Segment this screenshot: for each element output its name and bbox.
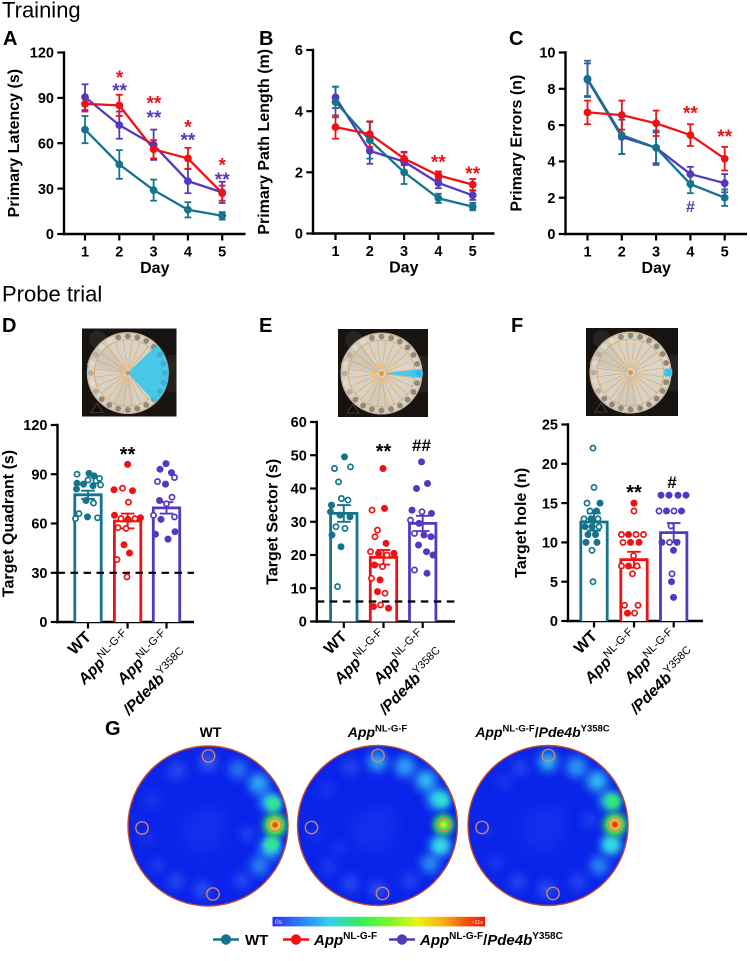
svg-text:2: 2 [618, 245, 626, 261]
svg-text:3: 3 [400, 244, 408, 260]
svg-text:**: ** [112, 81, 127, 102]
svg-text:8: 8 [547, 82, 555, 98]
svg-text:**: ** [626, 482, 642, 504]
svg-text:F: F [511, 315, 523, 337]
svg-text:AppNL-G-F: AppNL-G-F [313, 931, 377, 949]
svg-text:B: B [259, 28, 273, 50]
svg-text:E: E [259, 315, 272, 337]
svg-text:AppNL-G-F/Pde4bY358C: AppNL-G-F/Pde4bY358C [419, 931, 563, 949]
svg-text:0: 0 [547, 227, 555, 243]
svg-text:##: ## [412, 436, 431, 455]
svg-text:**: ** [147, 94, 162, 115]
svg-text:WT: WT [65, 629, 95, 659]
svg-text:*: * [218, 156, 226, 177]
svg-text:**: ** [120, 444, 136, 466]
svg-text:Primary Path Length (m): Primary Path Length (m) [256, 49, 273, 235]
svg-text:0: 0 [550, 614, 558, 630]
svg-text:10: 10 [539, 46, 555, 62]
svg-text:50: 50 [291, 448, 307, 464]
svg-text:A: A [3, 28, 17, 50]
svg-text:*: * [184, 118, 192, 139]
svg-text:Target Quadrant (s): Target Quadrant (s) [1, 450, 18, 597]
svg-text:2: 2 [115, 245, 123, 261]
svg-text:4: 4 [547, 155, 555, 171]
svg-text:Day: Day [642, 260, 671, 277]
svg-text:2: 2 [366, 244, 374, 260]
svg-text:WT: WT [245, 932, 268, 949]
svg-text:4: 4 [686, 245, 694, 261]
svg-text:1: 1 [81, 245, 89, 261]
svg-text:5: 5 [218, 245, 226, 261]
svg-text:~11s: ~11s [471, 920, 483, 926]
svg-text:30: 30 [38, 182, 54, 198]
svg-text:**: ** [181, 131, 196, 152]
svg-text:5: 5 [721, 245, 729, 261]
svg-text:Target hole (n): Target hole (n) [513, 468, 530, 578]
svg-text:0s: 0s [275, 919, 283, 926]
svg-text:0: 0 [299, 615, 307, 631]
svg-text:**: ** [376, 441, 392, 463]
svg-text:5: 5 [469, 244, 477, 260]
svg-text:90: 90 [38, 91, 54, 107]
svg-text:**: ** [215, 170, 230, 191]
svg-text:#: # [686, 199, 695, 216]
svg-text:4: 4 [295, 104, 303, 120]
svg-text:20: 20 [542, 457, 558, 473]
svg-text:0: 0 [46, 227, 54, 243]
svg-text:Day: Day [389, 260, 418, 277]
svg-text:60: 60 [31, 517, 47, 533]
svg-text:AppNL-G-F/Pde4bY358C: AppNL-G-F/Pde4bY358C [474, 724, 609, 741]
svg-text:Target Sector (s): Target Sector (s) [265, 459, 282, 585]
svg-text:60: 60 [38, 136, 54, 152]
svg-text:0: 0 [295, 227, 303, 243]
svg-text:Probe trial: Probe trial [2, 282, 102, 307]
svg-text:3: 3 [652, 245, 660, 261]
svg-text:1: 1 [583, 245, 591, 261]
svg-text:25: 25 [542, 418, 558, 434]
svg-text:4: 4 [434, 244, 442, 260]
svg-text:0: 0 [39, 615, 47, 631]
svg-text:90: 90 [31, 467, 47, 483]
svg-text:40: 40 [291, 482, 307, 498]
svg-text:**: ** [147, 108, 162, 129]
svg-text:5: 5 [550, 575, 558, 591]
svg-text:4: 4 [184, 245, 192, 261]
svg-text:20: 20 [291, 548, 307, 564]
svg-text:Training: Training [2, 0, 81, 23]
svg-text:C: C [509, 28, 523, 50]
svg-text:AppNL-G-F: AppNL-G-F [347, 724, 408, 741]
svg-text:6: 6 [547, 118, 555, 134]
svg-text:120: 120 [23, 418, 47, 434]
svg-text:30: 30 [31, 566, 47, 582]
svg-text:WT: WT [571, 628, 601, 658]
svg-text:60: 60 [291, 415, 307, 431]
svg-text:**: ** [683, 104, 698, 125]
svg-text:1: 1 [331, 244, 339, 260]
svg-text:10: 10 [542, 536, 558, 552]
svg-text:15: 15 [542, 496, 558, 512]
svg-text:6: 6 [295, 43, 303, 59]
svg-text:3: 3 [150, 245, 158, 261]
svg-text:Day: Day [140, 260, 169, 277]
svg-text:WT: WT [321, 628, 351, 658]
svg-text:*: * [116, 68, 124, 89]
svg-text:30: 30 [291, 515, 307, 531]
svg-text:**: ** [465, 164, 480, 185]
svg-text:**: ** [431, 153, 446, 174]
svg-text:#: # [667, 473, 677, 492]
svg-text:WT: WT [200, 724, 222, 740]
svg-text:Primary Errors (n): Primary Errors (n) [509, 75, 526, 212]
svg-text:2: 2 [547, 191, 555, 207]
svg-text:**: ** [717, 127, 732, 148]
svg-text:D: D [2, 315, 16, 337]
svg-text:10: 10 [291, 582, 307, 598]
svg-text:G: G [105, 718, 121, 740]
svg-text:Primary Latency (s): Primary Latency (s) [6, 69, 23, 218]
svg-text:2: 2 [295, 166, 303, 182]
svg-text:120: 120 [30, 46, 54, 62]
